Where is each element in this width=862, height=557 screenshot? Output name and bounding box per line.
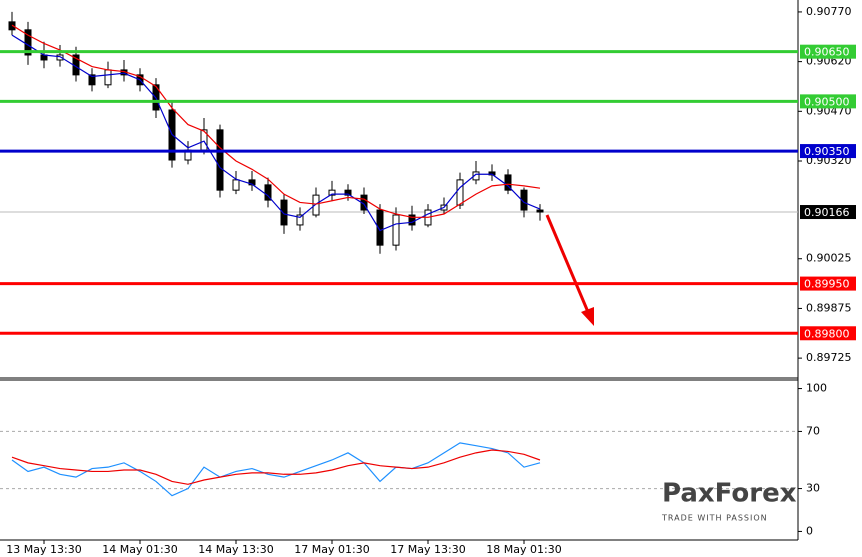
candle-body xyxy=(264,184,272,201)
level-label: 0.90650 xyxy=(804,46,850,59)
indicator-line xyxy=(11,449,541,485)
candle-body xyxy=(280,199,288,226)
indicator-line xyxy=(11,442,541,497)
current-price-box xyxy=(800,205,856,220)
x-tick-label: 18 May 01:30 xyxy=(486,543,561,556)
level-label-box xyxy=(800,326,856,341)
y-tick-label: 70 xyxy=(806,424,820,437)
candle-body xyxy=(504,174,512,191)
candle-body xyxy=(88,74,96,86)
x-tick-label: 17 May 01:30 xyxy=(294,543,369,556)
candle-body xyxy=(312,194,320,216)
logo: PaxForex TRADE WITH PASSION xyxy=(661,479,797,523)
y-tick-label: 0.89725 xyxy=(806,351,852,364)
candle-body xyxy=(296,214,304,226)
candle-body xyxy=(104,69,112,86)
x-tick-label: 14 May 13:30 xyxy=(198,543,273,556)
logo-name: PaxForex xyxy=(662,479,797,509)
level-label-box xyxy=(800,144,856,159)
y-tick-label: 30 xyxy=(806,482,820,495)
level-label: 0.90350 xyxy=(804,145,850,158)
level-label: 0.89800 xyxy=(804,327,850,340)
x-tick-label: 13 May 13:30 xyxy=(6,543,81,556)
candle-body xyxy=(232,179,240,191)
candle-body xyxy=(328,189,336,196)
forecast-arrow xyxy=(545,214,594,326)
x-tick-label: 14 May 01:30 xyxy=(102,543,177,556)
level-label: 0.89950 xyxy=(804,278,850,291)
candle-body xyxy=(392,214,400,246)
y-tick-label: 0.90770 xyxy=(806,5,852,18)
indicator-line xyxy=(11,24,541,218)
candle-body xyxy=(216,129,224,191)
candle-body xyxy=(536,209,544,213)
candle-body xyxy=(472,171,480,181)
indicator-line xyxy=(11,34,541,232)
candle-body xyxy=(376,209,384,246)
y-tick-label: 0.90025 xyxy=(806,252,852,265)
y-tick-label: 100 xyxy=(806,382,827,395)
level-label-box xyxy=(800,276,856,291)
level-label: 0.90500 xyxy=(804,95,850,108)
candle-body xyxy=(408,214,416,226)
x-tick-label: 17 May 13:30 xyxy=(390,543,465,556)
candle-body xyxy=(344,189,352,196)
candle-body xyxy=(24,29,32,56)
candle-body xyxy=(56,54,64,61)
logo-tagline: TRADE WITH PASSION xyxy=(661,514,768,523)
current-price-label: 0.90166 xyxy=(804,206,850,219)
level-label-box xyxy=(800,44,856,59)
candle-body xyxy=(456,179,464,206)
y-tick-label: 0.89875 xyxy=(806,301,852,314)
level-label-box xyxy=(800,94,856,109)
y-tick-label: 0 xyxy=(806,524,813,537)
